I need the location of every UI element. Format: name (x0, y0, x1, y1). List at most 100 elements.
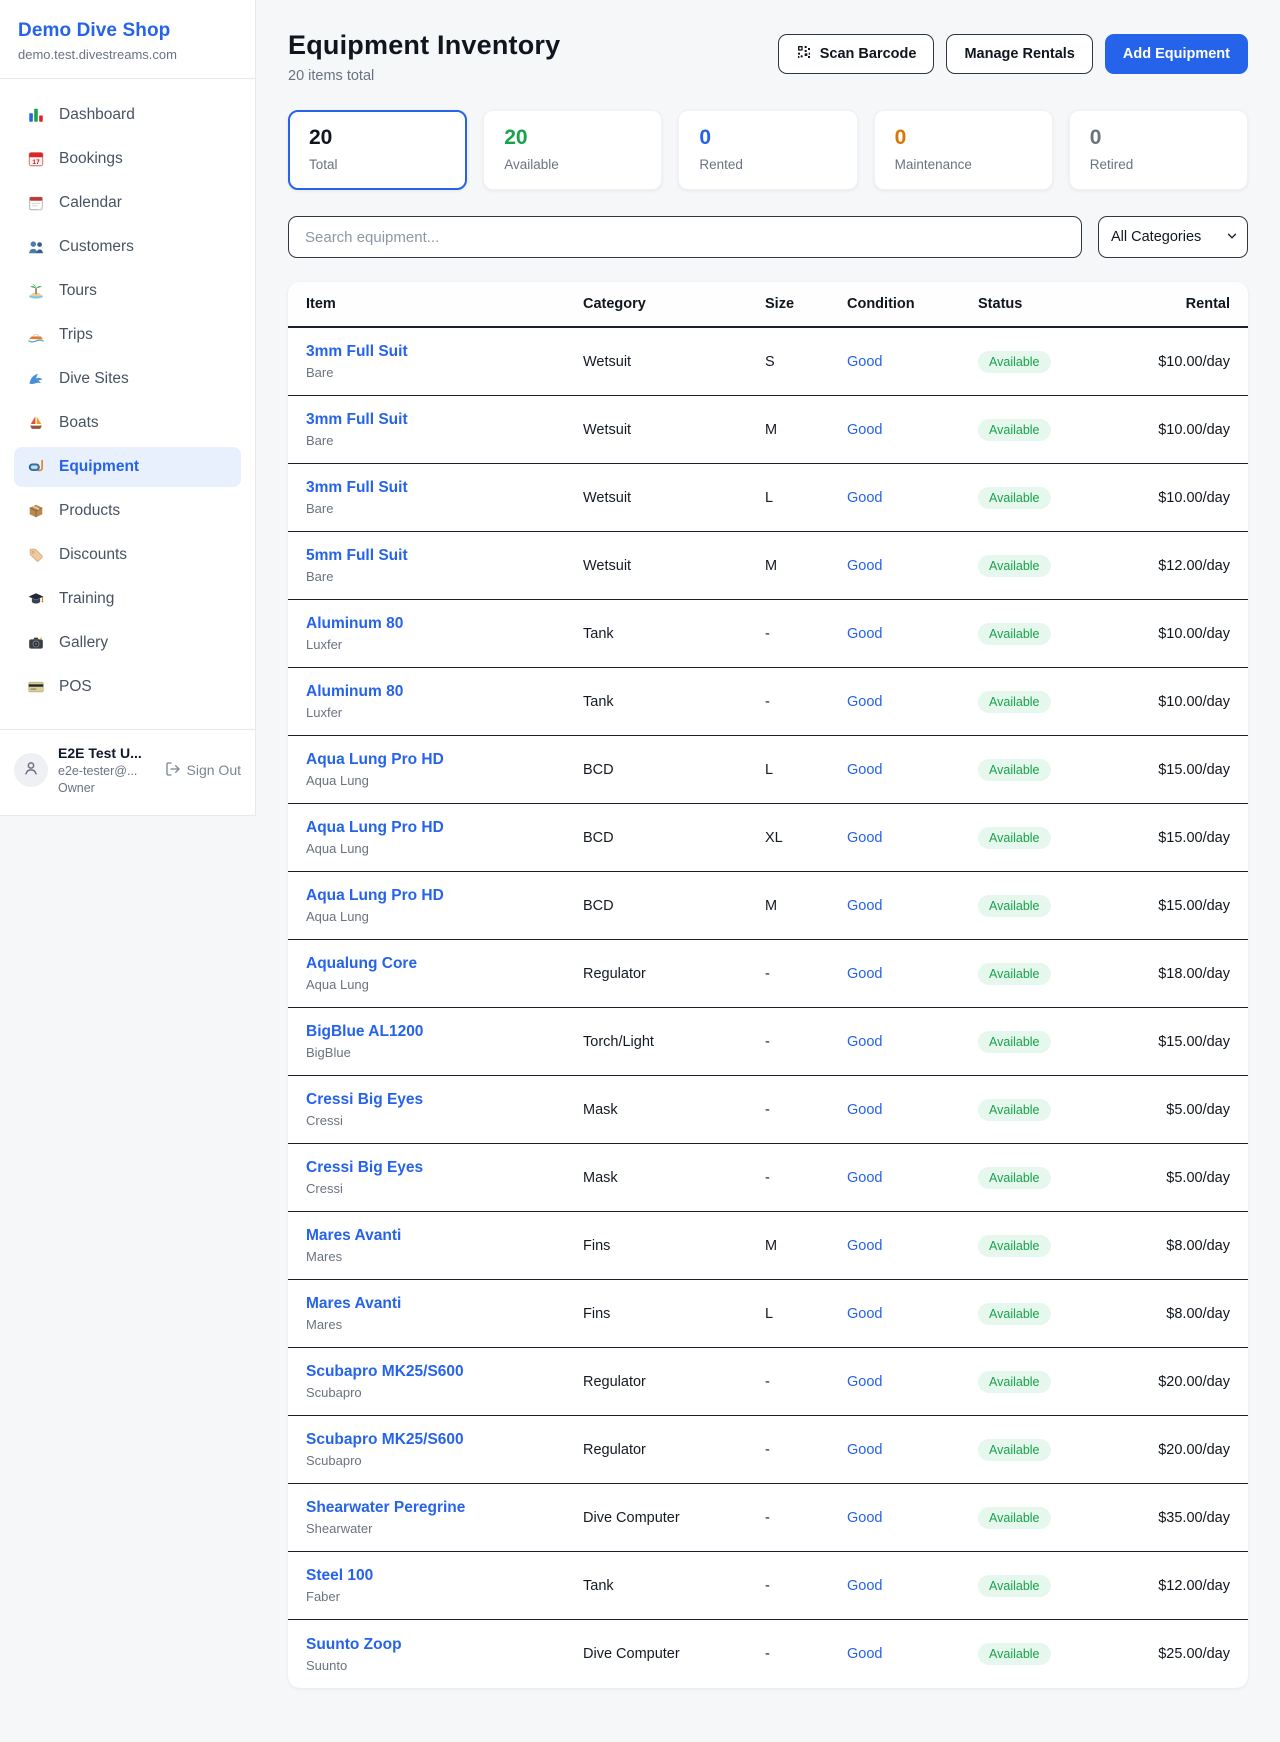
item-name-link[interactable]: 3mm Full Suit (306, 411, 408, 428)
condition-link[interactable]: Good (847, 1373, 883, 1390)
table-row[interactable]: 5mm Full Suit Bare Wetsuit M Good Availa… (288, 532, 1248, 600)
sidebar-item-gallery[interactable]: Gallery (14, 623, 241, 663)
item-name-link[interactable]: Aqua Lung Pro HD (306, 887, 444, 904)
rental-cell: $10.00/day (1158, 693, 1230, 710)
status-badge: Available (978, 690, 1051, 713)
condition-link[interactable]: Good (847, 1237, 883, 1254)
size-cell: - (765, 625, 770, 642)
table-row[interactable]: Scubapro MK25/S600 Scubapro Regulator - … (288, 1348, 1248, 1416)
category-cell: Tank (583, 693, 614, 710)
condition-link[interactable]: Good (847, 693, 883, 710)
search-input[interactable] (288, 216, 1082, 258)
item-name-link[interactable]: 3mm Full Suit (306, 479, 408, 496)
rental-cell: $8.00/day (1166, 1237, 1230, 1254)
table-row[interactable]: Aqua Lung Pro HD Aqua Lung BCD L Good Av… (288, 736, 1248, 804)
item-brand: Bare (306, 433, 334, 448)
sidebar-item-dashboard[interactable]: Dashboard (14, 95, 241, 135)
item-name-link[interactable]: Cressi Big Eyes (306, 1159, 424, 1176)
condition-link[interactable]: Good (847, 897, 883, 914)
table-row[interactable]: Aqualung Core Aqua Lung Regulator - Good… (288, 940, 1248, 1008)
svg-text:17: 17 (32, 159, 40, 166)
scan-barcode-button[interactable]: Scan Barcode (777, 34, 935, 74)
status-badge: Available (978, 1370, 1051, 1393)
table-row[interactable]: Mares Avanti Mares Fins M Good Available… (288, 1212, 1248, 1280)
item-name-link[interactable]: Mares Avanti (306, 1227, 402, 1244)
item-name-link[interactable]: 5mm Full Suit (306, 547, 408, 564)
table-row[interactable]: Aqua Lung Pro HD Aqua Lung BCD XL Good A… (288, 804, 1248, 872)
sidebar-item-pos[interactable]: POS (14, 667, 241, 707)
condition-link[interactable]: Good (847, 965, 883, 982)
item-name-link[interactable]: Scubapro MK25/S600 (306, 1431, 464, 1448)
sidebar-item-dive-sites[interactable]: Dive Sites (14, 359, 241, 399)
table-row[interactable]: Scubapro MK25/S600 Scubapro Regulator - … (288, 1416, 1248, 1484)
table-row[interactable]: Aluminum 80 Luxfer Tank - Good Available… (288, 600, 1248, 668)
sidebar-item-products[interactable]: Products (14, 491, 241, 531)
condition-link[interactable]: Good (847, 1169, 883, 1186)
item-name-link[interactable]: Shearwater Peregrine (306, 1499, 466, 1516)
item-name-link[interactable]: Steel 100 (306, 1567, 374, 1584)
sidebar-item-calendar[interactable]: Calendar (14, 183, 241, 223)
item-name-link[interactable]: BigBlue AL1200 (306, 1023, 424, 1040)
item-name-link[interactable]: Aqualung Core (306, 955, 418, 972)
rental-cell: $5.00/day (1166, 1169, 1230, 1186)
item-name-link[interactable]: Mares Avanti (306, 1295, 402, 1312)
stat-card-rented[interactable]: 0 Rented (678, 110, 858, 190)
stat-card-total[interactable]: 20 Total (288, 110, 468, 190)
table-row[interactable]: 3mm Full Suit Bare Wetsuit M Good Availa… (288, 396, 1248, 464)
stat-card-available[interactable]: 20 Available (483, 110, 663, 190)
stat-card-retired[interactable]: 0 Retired (1068, 110, 1248, 190)
condition-link[interactable]: Good (847, 557, 883, 574)
table-row[interactable]: Cressi Big Eyes Cressi Mask - Good Avail… (288, 1144, 1248, 1212)
condition-link[interactable]: Good (847, 1646, 883, 1662)
table-row[interactable]: Aqua Lung Pro HD Aqua Lung BCD M Good Av… (288, 872, 1248, 940)
item-name-link[interactable]: 3mm Full Suit (306, 343, 408, 360)
item-name-link[interactable]: Suunto Zoop (306, 1635, 402, 1653)
condition-link[interactable]: Good (847, 1509, 883, 1526)
sidebar-item-customers[interactable]: Customers (14, 227, 241, 267)
condition-link[interactable]: Good (847, 761, 883, 778)
item-name-link[interactable]: Cressi Big Eyes (306, 1091, 424, 1108)
item-name-link[interactable]: Aqua Lung Pro HD (306, 751, 444, 768)
condition-link[interactable]: Good (847, 421, 883, 438)
category-cell: Dive Computer (583, 1646, 680, 1662)
table-row[interactable]: 3mm Full Suit Bare Wetsuit L Good Availa… (288, 464, 1248, 532)
condition-link[interactable]: Good (847, 1101, 883, 1118)
sidebar-item-trips[interactable]: Trips (14, 315, 241, 355)
condition-link[interactable]: Good (847, 489, 883, 506)
tag-icon (26, 545, 46, 565)
condition-link[interactable]: Good (847, 829, 883, 846)
sidebar-item-tours[interactable]: Tours (14, 271, 241, 311)
table-row[interactable]: Aluminum 80 Luxfer Tank - Good Available… (288, 668, 1248, 736)
condition-link[interactable]: Good (847, 625, 883, 642)
sidebar-item-equipment[interactable]: Equipment (14, 447, 241, 487)
category-select[interactable]: All Categories (1098, 216, 1248, 258)
sidebar-item-boats[interactable]: Boats (14, 403, 241, 443)
table-header: Item Category Size Condition Status Rent… (288, 282, 1248, 328)
table-row[interactable]: Mares Avanti Mares Fins L Good Available… (288, 1280, 1248, 1348)
condition-link[interactable]: Good (847, 353, 883, 370)
condition-link[interactable]: Good (847, 1577, 883, 1594)
item-name-link[interactable]: Aqua Lung Pro HD (306, 819, 444, 836)
item-name-link[interactable]: Scubapro MK25/S600 (306, 1363, 464, 1380)
manage-rentals-button[interactable]: Manage Rentals (946, 34, 1093, 74)
table-row[interactable]: BigBlue AL1200 BigBlue Torch/Light - Goo… (288, 1008, 1248, 1076)
sidebar-item-training[interactable]: Training (14, 579, 241, 619)
table-row[interactable]: Steel 100 Faber Tank - Good Available $1… (288, 1552, 1248, 1620)
condition-link[interactable]: Good (847, 1305, 883, 1322)
condition-link[interactable]: Good (847, 1033, 883, 1050)
sidebar-item-discounts[interactable]: Discounts (14, 535, 241, 575)
table-row[interactable]: Suunto Zoop Suunto Dive Computer - Good … (288, 1620, 1248, 1688)
brand-title[interactable]: Demo Dive Shop (18, 20, 171, 41)
item-name-link[interactable]: Aluminum 80 (306, 683, 404, 700)
condition-link[interactable]: Good (847, 1441, 883, 1458)
sidebar: Demo Dive Shop demo.test.divestreams.com… (0, 0, 256, 816)
item-name-link[interactable]: Aluminum 80 (306, 615, 404, 632)
table-row[interactable]: Cressi Big Eyes Cressi Mask - Good Avail… (288, 1076, 1248, 1144)
rental-cell: $15.00/day (1158, 761, 1230, 778)
stat-card-maintenance[interactable]: 0 Maintenance (873, 110, 1053, 190)
table-row[interactable]: 3mm Full Suit Bare Wetsuit S Good Availa… (288, 328, 1248, 396)
sidebar-item-bookings[interactable]: 17 Bookings (14, 139, 241, 179)
sign-out-button[interactable]: Sign Out (165, 761, 241, 780)
add-equipment-button[interactable]: Add Equipment (1104, 34, 1248, 74)
table-row[interactable]: Shearwater Peregrine Shearwater Dive Com… (288, 1484, 1248, 1552)
